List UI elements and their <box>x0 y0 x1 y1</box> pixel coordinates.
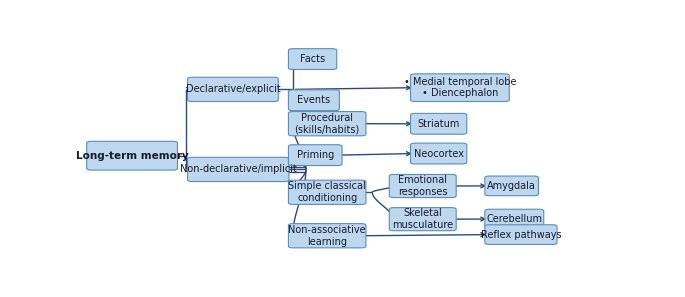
Text: Skeletal
musculature: Skeletal musculature <box>393 208 453 230</box>
FancyBboxPatch shape <box>389 208 456 231</box>
FancyBboxPatch shape <box>288 49 337 69</box>
FancyBboxPatch shape <box>485 225 557 244</box>
Text: Striatum: Striatum <box>417 119 460 129</box>
FancyBboxPatch shape <box>410 113 466 134</box>
FancyBboxPatch shape <box>410 143 466 164</box>
FancyBboxPatch shape <box>188 77 278 102</box>
Text: Declarative/explicit: Declarative/explicit <box>186 84 280 94</box>
FancyBboxPatch shape <box>288 145 342 165</box>
FancyBboxPatch shape <box>288 224 366 248</box>
FancyBboxPatch shape <box>410 74 509 102</box>
Text: Cerebellum: Cerebellum <box>486 214 543 224</box>
Text: Non-declarative/implicit: Non-declarative/implicit <box>180 165 297 174</box>
Text: Procedural
(skills/habits): Procedural (skills/habits) <box>295 113 360 135</box>
Text: Neocortex: Neocortex <box>414 148 464 159</box>
Text: • Medial temporal lobe
• Diencephalon: • Medial temporal lobe • Diencephalon <box>403 77 516 99</box>
FancyBboxPatch shape <box>288 180 366 204</box>
Text: Priming: Priming <box>297 150 334 160</box>
Text: Simple classical
conditioning: Simple classical conditioning <box>288 181 366 203</box>
Text: Amygdala: Amygdala <box>487 181 536 191</box>
FancyBboxPatch shape <box>485 176 538 196</box>
Text: Events: Events <box>297 95 330 105</box>
FancyBboxPatch shape <box>87 141 177 170</box>
FancyBboxPatch shape <box>485 209 544 229</box>
Text: Emotional
responses: Emotional responses <box>398 175 447 197</box>
Text: Reflex pathways: Reflex pathways <box>481 230 561 240</box>
FancyBboxPatch shape <box>389 174 456 198</box>
Text: Long-term memory: Long-term memory <box>76 151 188 161</box>
FancyBboxPatch shape <box>288 90 339 111</box>
FancyBboxPatch shape <box>188 157 289 181</box>
FancyBboxPatch shape <box>288 112 366 136</box>
Text: Non-associative
learning: Non-associative learning <box>288 225 366 247</box>
Text: Facts: Facts <box>300 54 325 64</box>
